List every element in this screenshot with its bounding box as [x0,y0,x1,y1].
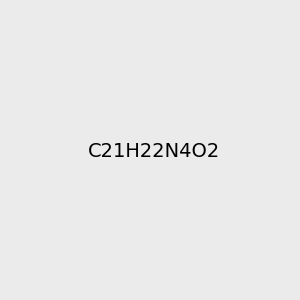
Text: C21H22N4O2: C21H22N4O2 [88,142,220,161]
